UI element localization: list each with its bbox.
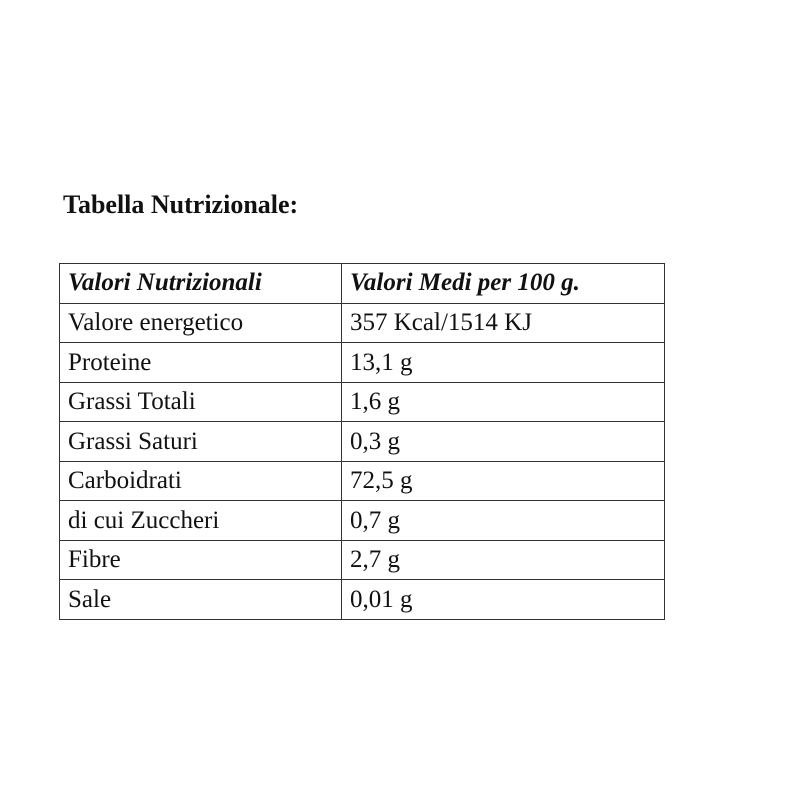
table-row: Grassi Saturi 0,3 g — [59, 421, 665, 462]
nutrient-value-cell: 0,01 g — [341, 579, 665, 620]
nutrient-name-cell: Valore energetico — [59, 302, 342, 343]
table-row: Valore energetico 357 Kcal/1514 KJ — [59, 302, 665, 343]
table-row: Grassi Totali 1,6 g — [59, 381, 665, 422]
table-row: Carboidrati 72,5 g — [59, 460, 665, 501]
nutrition-table: Valori Nutrizionali Valori Medi per 100 … — [59, 263, 665, 620]
table-row: Sale 0,01 g — [59, 579, 665, 620]
document-title: Tabella Nutrizionale: — [63, 190, 299, 219]
table-row: Fibre 2,7 g — [59, 539, 665, 580]
column-header-nutrient: Valori Nutrizionali — [59, 263, 342, 304]
nutrient-value-cell: 2,7 g — [341, 539, 665, 580]
nutrient-value-cell: 13,1 g — [341, 342, 665, 383]
nutrient-name-cell: Fibre — [59, 539, 342, 580]
nutrient-name-cell: Grassi Totali — [59, 381, 342, 422]
table-row: di cui Zuccheri 0,7 g — [59, 500, 665, 541]
nutrient-value-cell: 357 Kcal/1514 KJ — [341, 302, 665, 343]
nutrient-name-cell: Carboidrati — [59, 460, 342, 501]
nutrient-value-cell: 0,7 g — [341, 500, 665, 541]
nutrient-value-cell: 0,3 g — [341, 421, 665, 462]
nutrient-value-cell: 1,6 g — [341, 381, 665, 422]
column-header-value: Valori Medi per 100 g. — [341, 263, 665, 304]
nutrient-value-cell: 72,5 g — [341, 460, 665, 501]
nutrient-name-cell: Sale — [59, 579, 342, 620]
table-row: Proteine 13,1 g — [59, 342, 665, 383]
table-header-row: Valori Nutrizionali Valori Medi per 100 … — [59, 263, 665, 304]
nutrient-name-cell: Proteine — [59, 342, 342, 383]
nutrient-name-cell: di cui Zuccheri — [59, 500, 342, 541]
nutrient-name-cell: Grassi Saturi — [59, 421, 342, 462]
